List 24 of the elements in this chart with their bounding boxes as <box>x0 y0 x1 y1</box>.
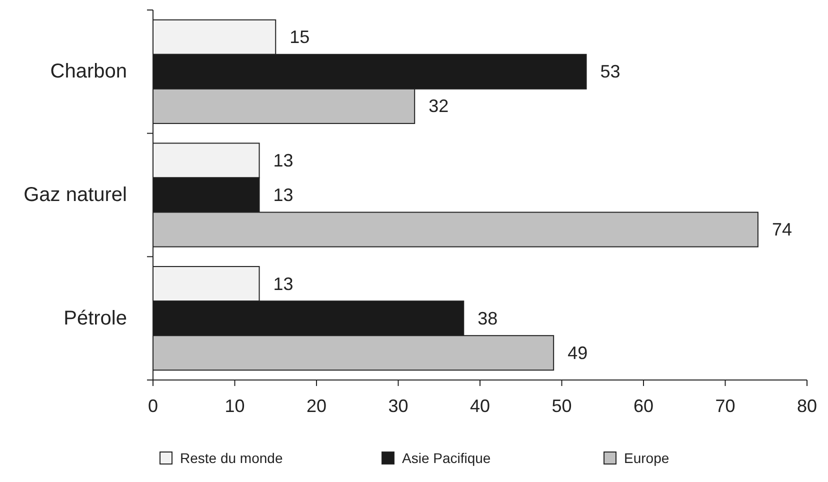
data-label: 49 <box>568 342 588 363</box>
x-tick-label: 20 <box>306 396 327 416</box>
x-tick-label: 60 <box>633 396 654 416</box>
data-label: 15 <box>290 27 310 48</box>
x-tick-label: 40 <box>470 396 490 416</box>
data-label: 13 <box>273 274 294 294</box>
x-tick-label: 50 <box>552 396 572 416</box>
y-tick-label: Gaz naturel <box>24 184 127 206</box>
data-label: 38 <box>478 308 498 328</box>
x-tick-label: 70 <box>715 396 736 416</box>
x-tick-label: 0 <box>148 396 158 416</box>
data-label: 53 <box>600 62 620 82</box>
legend-label: Reste du monde <box>180 450 283 466</box>
data-label: 32 <box>428 96 449 116</box>
data-label: 13 <box>273 150 294 170</box>
data-label: 74 <box>772 220 792 240</box>
x-tick-label: 30 <box>388 396 408 416</box>
x-tick-label: 80 <box>796 396 818 416</box>
x-tick-label: 10 <box>224 396 245 416</box>
y-tick-label: Charbon <box>50 60 127 83</box>
legend-label: Asie Pacifique <box>402 450 491 466</box>
data-label: 13 <box>273 185 294 205</box>
y-tick-label: Pétrole <box>64 307 127 330</box>
legend-label: Europe <box>624 450 670 466</box>
